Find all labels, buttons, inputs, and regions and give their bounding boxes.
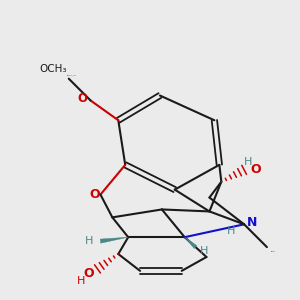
Text: H: H [84, 236, 93, 246]
Text: methoxy_ch3: methoxy_ch3 [67, 74, 77, 76]
Text: N: N [247, 216, 257, 229]
Text: O: O [83, 267, 94, 280]
Text: H: H [200, 246, 209, 256]
Text: O: O [251, 163, 261, 176]
Text: methyl: methyl [271, 250, 275, 252]
Text: H: H [244, 158, 252, 167]
Text: O: O [90, 188, 101, 201]
Polygon shape [185, 237, 197, 248]
Text: H: H [227, 226, 236, 236]
Polygon shape [100, 237, 128, 243]
Text: OCH₃: OCH₃ [39, 64, 67, 74]
Text: H: H [77, 276, 85, 286]
Text: O: O [78, 92, 88, 105]
